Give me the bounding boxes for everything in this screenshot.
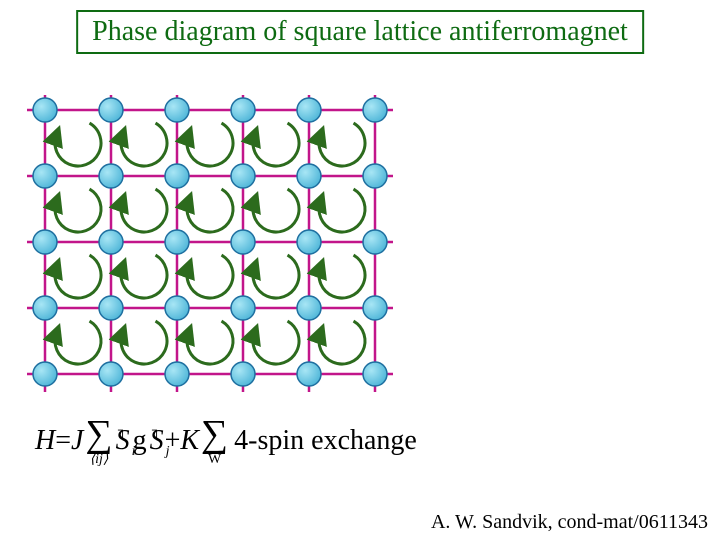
eq-Si: S bbox=[116, 433, 130, 450]
sum-ij-sub: ⟨ij⟩ bbox=[85, 453, 112, 467]
eq-K: K bbox=[180, 425, 199, 457]
eq-Sj: S bbox=[150, 433, 164, 450]
eq-H: H bbox=[35, 425, 55, 457]
sigma-icon: ∑ bbox=[201, 413, 228, 455]
eq-dot: g bbox=[133, 425, 147, 457]
title-box: Phase diagram of square lattice antiferr… bbox=[76, 10, 644, 54]
citation: A. W. Sandvik, cond-mat/0611343 bbox=[431, 511, 708, 534]
sum-W: ∑ W bbox=[201, 415, 228, 467]
eq-equals: = bbox=[55, 425, 71, 457]
sigma-icon: ∑ bbox=[85, 413, 112, 455]
spin-Si: ┐ S i bbox=[116, 426, 130, 457]
lattice-diagram bbox=[25, 95, 455, 420]
spin-Sj: ┐ S j bbox=[150, 426, 164, 457]
eq-J: J bbox=[71, 425, 83, 457]
eq-plus: + bbox=[165, 425, 181, 457]
citation-text: A. W. Sandvik, cond-mat/0611343 bbox=[431, 511, 708, 533]
page-title: Phase diagram of square lattice antiferr… bbox=[92, 16, 628, 47]
lattice-svg bbox=[25, 95, 455, 415]
hamiltonian-equation: H = J ∑ ⟨ij⟩ ┐ S i g ┐ S j + K ∑ W 4-spi… bbox=[35, 415, 417, 467]
sum-W-sub: W bbox=[201, 453, 228, 467]
sum-ij: ∑ ⟨ij⟩ bbox=[85, 415, 112, 467]
eq-tail: 4-spin exchange bbox=[234, 425, 417, 457]
